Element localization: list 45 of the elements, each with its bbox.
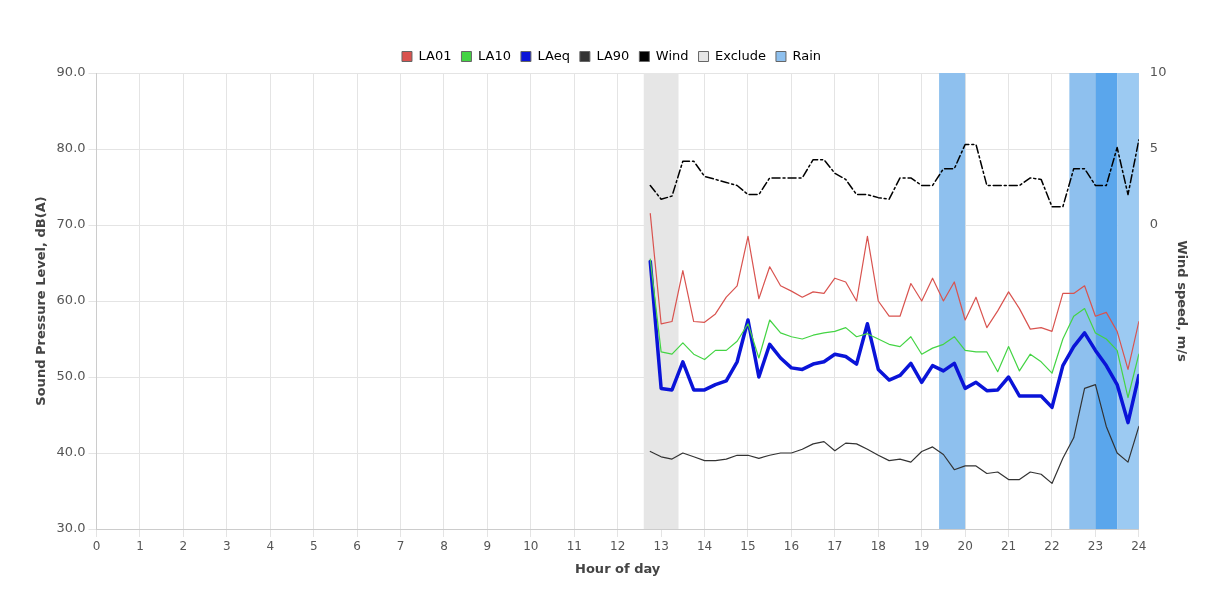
x-tick-label: 3	[223, 539, 231, 554]
x-tick-label: 10	[523, 539, 539, 554]
legend-label: LA10	[477, 47, 511, 63]
x-tick-label: 4	[266, 539, 275, 554]
x-tick-label: 9	[483, 539, 492, 554]
legend-label: Wind	[655, 47, 689, 63]
x-tick-label: 19	[914, 539, 930, 554]
y-tick-label: 90.0	[56, 64, 86, 80]
x-tick-label: 12	[610, 539, 626, 554]
x-tick-label: 20	[957, 539, 973, 554]
y-tick-label: 60.0	[56, 292, 86, 308]
x-tick-label: 23	[1087, 539, 1104, 554]
x-tick-label: 18	[870, 539, 886, 554]
x-tick-label: 11	[566, 539, 582, 554]
legend-label: Exclude	[715, 47, 766, 63]
y-tick-label: 80.0	[56, 140, 86, 156]
x-tick-label: 0	[92, 539, 101, 554]
legend-label: LAeq	[537, 47, 570, 63]
x-tick-label: 8	[440, 539, 448, 554]
x-tick-label: 15	[740, 539, 756, 554]
y2-tick-label: 5	[1149, 140, 1159, 156]
x-tick-label: 6	[353, 539, 361, 554]
x-tick-label: 7	[396, 539, 405, 554]
x-tick-label: 21	[1000, 539, 1017, 554]
x-tick-label: 24	[1131, 539, 1147, 554]
x-axis-title: Hour of day	[575, 560, 661, 576]
x-tick-label: 17	[827, 539, 843, 554]
y2-tick-label: 10	[1149, 64, 1167, 80]
x-tick-label: 5	[309, 539, 318, 554]
y-tick-label: 40.0	[56, 444, 86, 460]
x-tick-label: 2	[179, 539, 188, 554]
y-tick-label: 30.0	[56, 520, 86, 536]
y-tick-label: 50.0	[56, 368, 86, 384]
legend-label: LA90	[596, 47, 630, 63]
x-tick-label: 14	[696, 539, 713, 554]
y-axis-title: Sound Pressure Level, dB(A)	[33, 196, 49, 406]
y2-axis-title: Wind speed, m/s	[1174, 240, 1190, 362]
legend-label: Rain	[792, 47, 822, 63]
x-tick-label: 1	[136, 539, 144, 554]
y-tick-label: 70.0	[56, 216, 86, 232]
legend-label: LA01	[418, 47, 452, 63]
x-tick-label: 16	[783, 539, 800, 554]
y2-tick-label: 0	[1149, 216, 1159, 232]
x-tick-label: 22	[1044, 539, 1060, 554]
x-tick-label: 13	[653, 539, 669, 554]
